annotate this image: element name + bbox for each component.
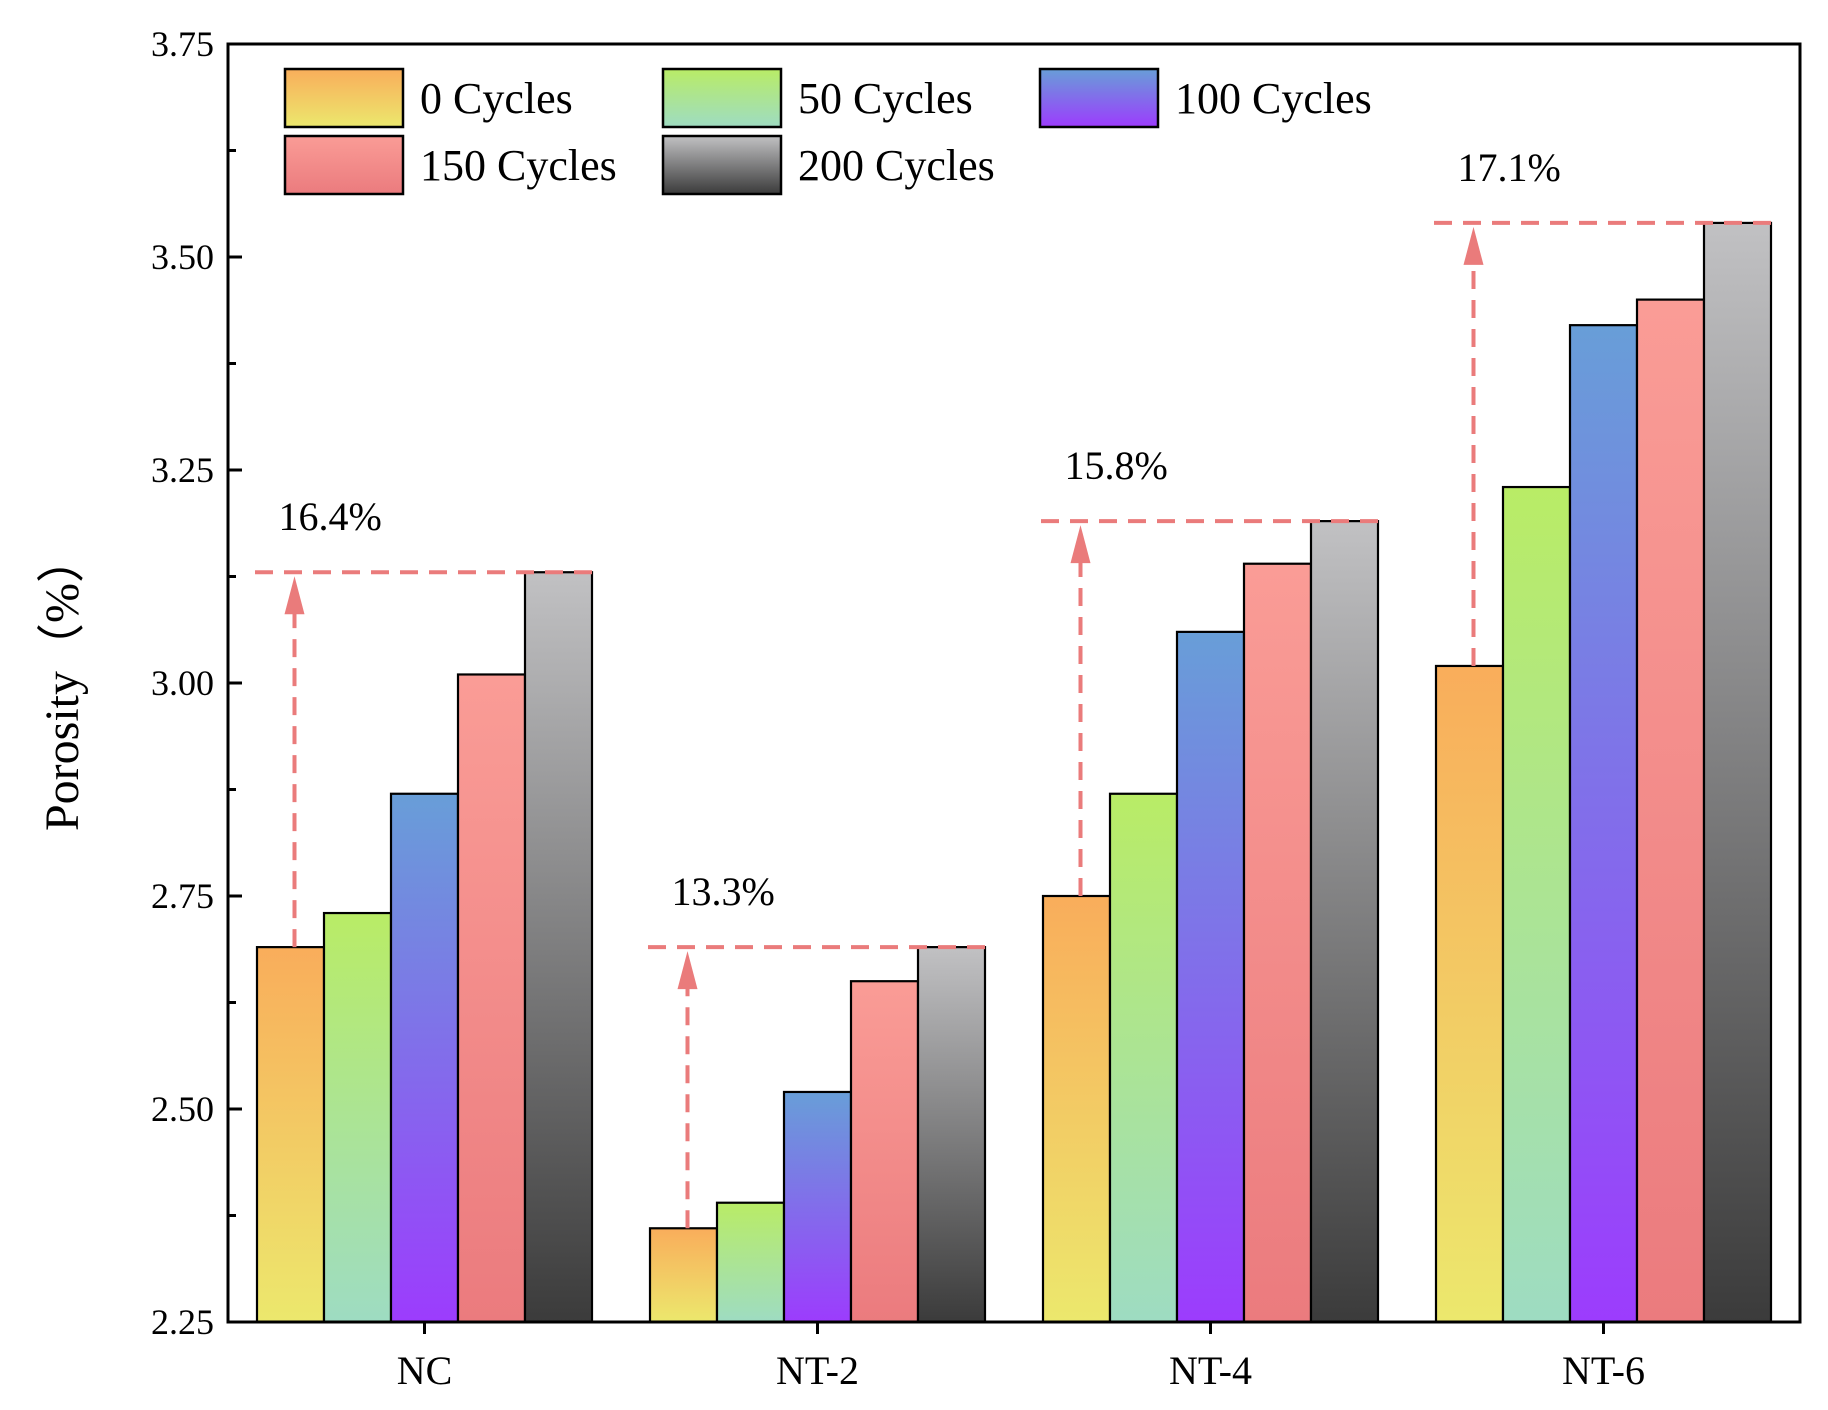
annotation-layer: 16.4% 13.3% 15.8% 17.1% (255, 145, 1771, 1229)
annotation-label-nc: 16.4% (279, 494, 382, 539)
y-tick-label: 2.25 (151, 1302, 214, 1342)
annotation-label-nt-4: 15.8% (1065, 443, 1168, 488)
y-tick-label: 3.75 (151, 24, 214, 64)
bar-nt-4-100-cycles (1175, 630, 1246, 1324)
annotation-label-nt-6: 17.1% (1458, 145, 1561, 190)
bar-nt-2-150-cycles (849, 980, 920, 1324)
bar-nc-200-cycles (523, 571, 594, 1324)
bar-nc-100-cycles (389, 792, 460, 1324)
y-tick-label: 2.75 (151, 876, 214, 916)
bar-nc-0-cycles (255, 946, 326, 1324)
bar-nt-6-150-cycles (1635, 298, 1706, 1324)
bar-nt-6-100-cycles (1568, 324, 1639, 1324)
x-tick-label-nt-2: NT-2 (776, 1348, 859, 1393)
legend-label-200-cycles: 200 Cycles (798, 141, 995, 190)
bar-nt-6-50-cycles (1501, 485, 1572, 1324)
x-tick-label-nt-6: NT-6 (1562, 1348, 1645, 1393)
annotation-arrow-head-nt-2 (677, 951, 698, 990)
bar-nt-2-100-cycles (782, 1090, 853, 1324)
bar-nt-2-50-cycles (715, 1201, 786, 1324)
bars-layer (255, 221, 1773, 1324)
bar-nt-4-200-cycles (1309, 520, 1380, 1324)
bar-nt-6-0-cycles (1434, 664, 1505, 1324)
bar-nt-2-0-cycles (648, 1227, 719, 1324)
bar-nt-4-50-cycles (1108, 792, 1179, 1324)
y-tick-label: 2.50 (151, 1089, 214, 1129)
legend: 0 Cycles 50 Cycles 100 Cycles 150 Cycles 200… (283, 67, 1372, 196)
annotation-arrow-head-nc (284, 576, 305, 615)
bar-nt-4-150-cycles (1242, 562, 1313, 1324)
legend-swatch-200-cycles (661, 134, 783, 196)
axis-layer: 2.25 2.50 2.75 3.00 3.25 3.50 3.75 NC NT-2 NT-4 NT… (151, 24, 1645, 1393)
y-tick-label: 3.50 (151, 237, 214, 277)
bar-nc-150-cycles (456, 673, 527, 1324)
legend-label-0-cycles: 0 Cycles (420, 74, 573, 123)
legend-label-50-cycles: 50 Cycles (798, 74, 973, 123)
x-tick-label-nt-4: NT-4 (1169, 1348, 1252, 1393)
legend-label-100-cycles: 100 Cycles (1175, 74, 1372, 123)
bar-nt-6-200-cycles (1702, 221, 1773, 1324)
y-axis-title: Porosity（%） (36, 535, 89, 831)
annotation-label-nt-2: 13.3% (672, 869, 775, 914)
legend-label-150-cycles: 150 Cycles (420, 141, 617, 190)
bar-nt-4-0-cycles (1041, 894, 1112, 1324)
y-tick-label: 3.25 (151, 450, 214, 490)
legend-swatch-0-cycles (283, 67, 405, 129)
legend-swatch-150-cycles (283, 134, 405, 196)
x-tick-label-nc: NC (397, 1348, 453, 1393)
legend-swatch-50-cycles (661, 67, 783, 129)
bar-nc-50-cycles (322, 911, 393, 1324)
annotation-arrow-head-nt-6 (1463, 226, 1484, 265)
annotation-arrow-head-nt-4 (1070, 525, 1091, 564)
bar-nt-2-200-cycles (916, 946, 987, 1324)
y-tick-label: 3.00 (151, 663, 214, 703)
legend-swatch-100-cycles (1038, 67, 1160, 129)
